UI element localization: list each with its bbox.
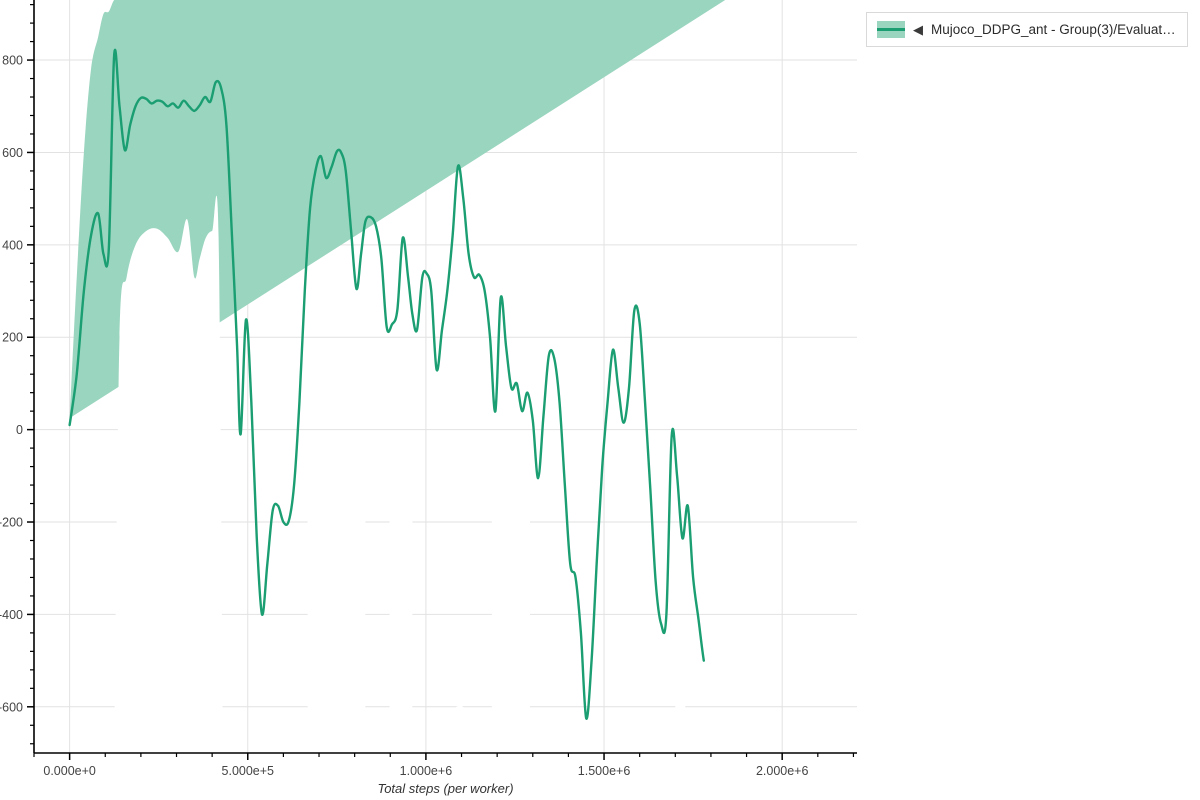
mean-line [68,48,705,720]
y-tick-label: 800 [2,54,23,68]
y-tick-label: -400 [0,608,23,622]
band-gap [491,453,530,753]
y-tick-label: 200 [2,331,23,345]
x-tick-label: 0.000e+0 [43,764,96,778]
x-axis-ticks: 0.000e+0 5.000e+5 1.000e+6 1.500e+6 2.000e+6 [33,753,855,778]
x-axis-title: Total steps (per worker) [377,781,513,796]
legend-line-swatch [877,28,905,31]
x-tick-label: 5.000e+5 [222,764,275,778]
y-tick-label: -600 [0,700,23,714]
legend-collapse-icon[interactable]: ◀ [913,22,923,37]
y-tick-label: 400 [2,238,23,252]
band-gap [447,705,472,753]
band-gaps [114,195,686,753]
band-gap [389,504,413,753]
band-gap [114,195,223,753]
band-gap [585,740,594,753]
band-gap [307,463,366,753]
legend[interactable]: ◀ Mujoco_DDPG_ant - Group(3)/Evaluation … [866,12,1188,47]
band-gap [675,661,686,753]
legend-series-label: Mujoco_DDPG_ant - Group(3)/Evaluation Re… [931,22,1177,37]
x-tick-label: 2.000e+6 [756,764,809,778]
band-gap [616,740,626,753]
y-axis-ticks: 800 600 400 200 0 -200 -400 -600 [0,4,34,745]
legend-swatch [877,21,905,38]
y-tick-label: 0 [16,423,23,437]
y-tick-label: -200 [0,516,23,530]
confidence-band [69,0,726,419]
x-tick-label: 1.000e+6 [400,764,453,778]
x-tick-label: 1.500e+6 [578,764,631,778]
y-tick-label: 600 [2,146,23,160]
